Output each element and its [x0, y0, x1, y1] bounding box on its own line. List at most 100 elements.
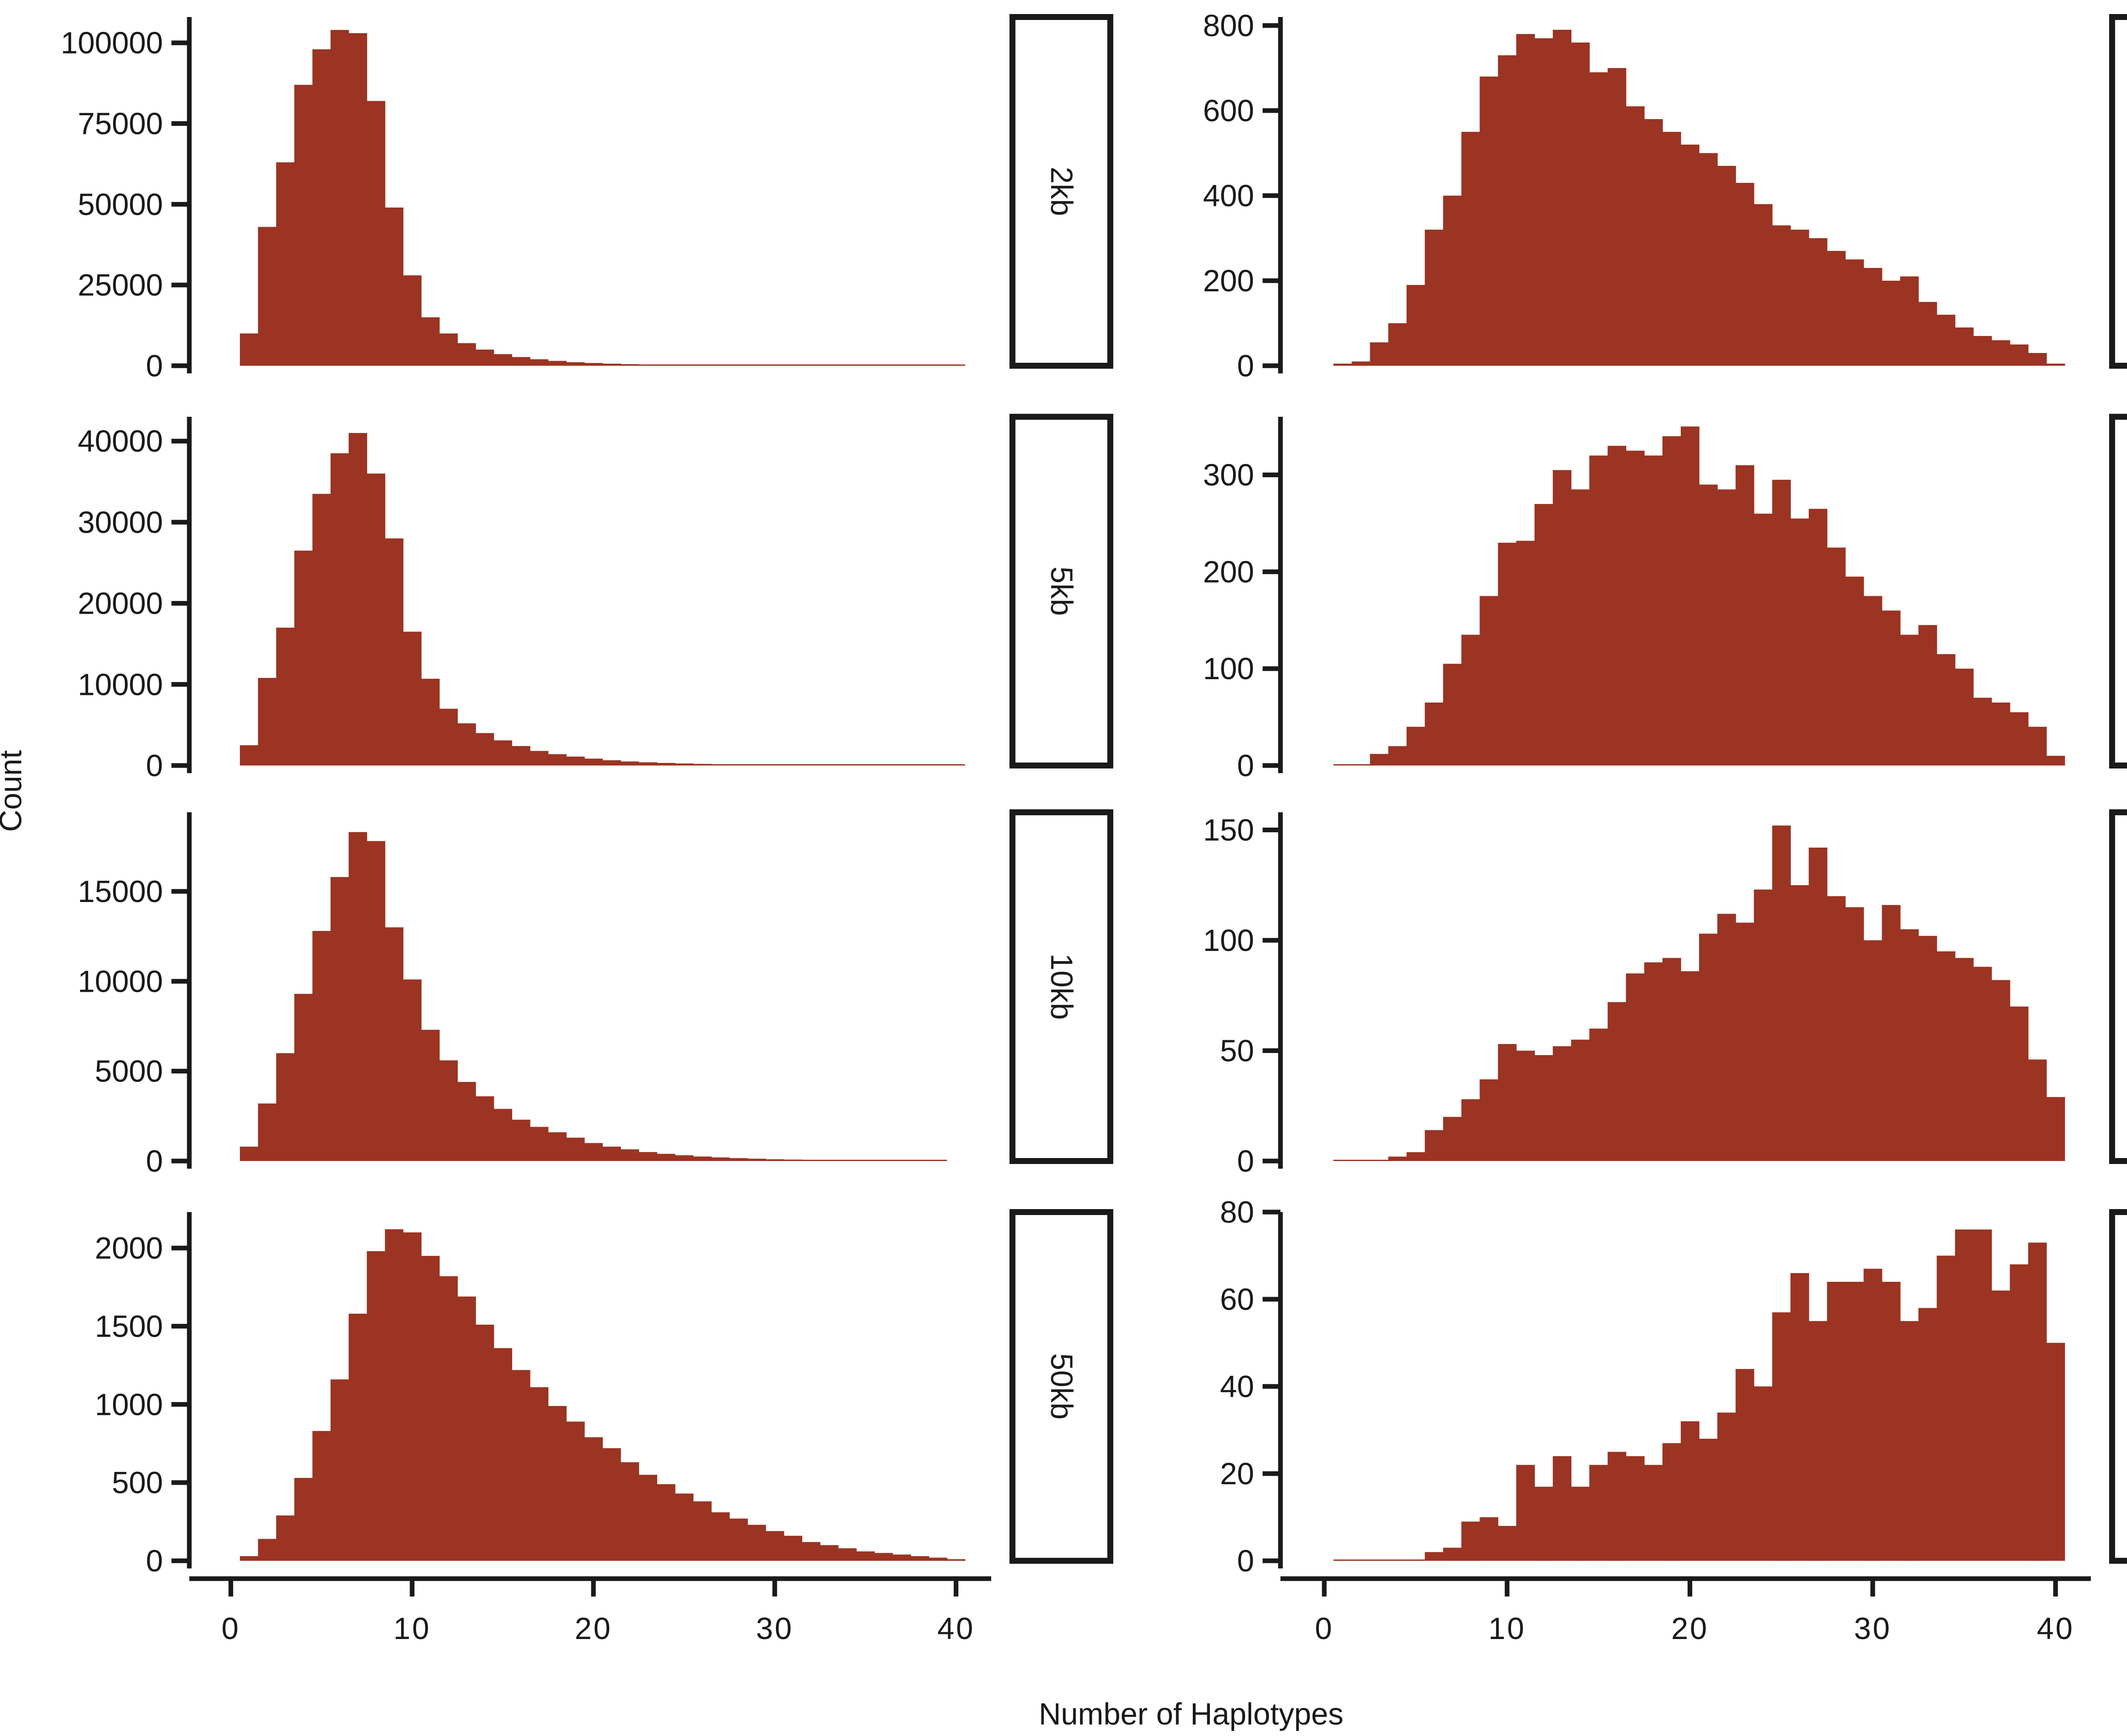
histogram-bar — [1882, 281, 1901, 366]
histogram-bar — [385, 208, 404, 366]
histogram-bar — [1936, 1255, 1956, 1561]
histogram-bar — [1991, 1290, 2010, 1561]
y-axis: 0 10000 20000 30000 40000 — [78, 417, 192, 783]
histogram-bar — [1699, 1439, 1718, 1561]
histogram-bar — [421, 317, 440, 366]
y-tick-label: 10000 — [78, 965, 163, 999]
x-tick-label: 40 — [2037, 1612, 2074, 1646]
histogram-bar — [1425, 1130, 1444, 1161]
histogram-bar — [1936, 951, 1956, 1161]
histogram-bar — [838, 1548, 857, 1561]
facet-strip: 1Mb — [2109, 1209, 2127, 1564]
histogram-bar — [1900, 929, 1919, 1161]
histogram-bar — [1681, 426, 1699, 766]
histogram-bar — [385, 927, 404, 1161]
histogram-bar — [1955, 669, 1974, 766]
facet-strip-box — [2109, 809, 2127, 1164]
histogram-bar — [1662, 958, 1681, 1161]
histogram-bar — [1973, 967, 1992, 1161]
histogram-bar — [294, 1478, 313, 1561]
histogram-bar — [1589, 1465, 1608, 1561]
histogram-bar — [476, 733, 494, 766]
histogram-bar — [584, 758, 603, 766]
y-tick-label: 2000 — [95, 1232, 163, 1266]
histogram-bar — [1553, 1046, 1571, 1161]
y-tick-label: 0 — [146, 349, 163, 383]
histogram-bar — [439, 333, 458, 366]
x-tick-label: 10 — [1488, 1612, 1526, 1646]
histogram-bar — [1571, 1039, 1590, 1161]
panel-50kb: 0 500 1000 1500 2000 50kb — [95, 1209, 1113, 1578]
histogram-bar — [1753, 1386, 1773, 1561]
histogram-bar — [2028, 1059, 2047, 1161]
x-axis-title: Number of Haplotypes — [1039, 1697, 1343, 1731]
histogram-bar — [1827, 1282, 1846, 1561]
histogram-bar — [693, 1156, 712, 1161]
histogram-bar — [403, 632, 422, 766]
histogram-bar — [1790, 230, 1809, 366]
histogram-bar — [331, 1379, 349, 1561]
y-tick-label: 80 — [1220, 1195, 1254, 1229]
histogram-bar — [1480, 1517, 1499, 1561]
histogram-bar — [1717, 489, 1736, 766]
histogram-bar — [1790, 1273, 1809, 1561]
histogram-bar — [312, 1431, 331, 1561]
histogram-bar — [331, 453, 349, 766]
histogram-bar — [421, 1030, 440, 1161]
histogram-bar — [2028, 1242, 2047, 1561]
histogram-bar — [1589, 72, 1608, 366]
histogram-bar — [548, 754, 567, 766]
histogram-bar — [1991, 980, 2010, 1161]
histogram-bar — [1991, 702, 2010, 766]
y-axis: 0 5000 10000 15000 — [78, 812, 192, 1178]
histogram-bar — [1918, 625, 1937, 766]
histogram-bar — [747, 1525, 766, 1561]
facet-strip-label: 10kb — [1044, 953, 1078, 1020]
histogram-bar — [620, 1149, 639, 1161]
histogram-baseline — [240, 364, 965, 366]
y-tick-label: 0 — [1237, 1544, 1254, 1578]
histogram-bar — [2028, 353, 2047, 366]
histogram-bar — [530, 359, 549, 366]
y-tick-label: 0 — [146, 749, 163, 783]
panel-5kb: 0 10000 20000 30000 40000 5kb — [78, 414, 1113, 783]
histogram-bar — [1918, 1308, 1937, 1561]
histogram-bar — [657, 1154, 676, 1161]
y-tick-label: 25000 — [78, 268, 163, 302]
histogram-bar — [258, 678, 277, 766]
histogram-baseline — [1333, 1560, 2065, 1561]
histogram-bar — [1753, 889, 1773, 1161]
bars — [1333, 426, 2065, 766]
histogram-bar — [856, 1551, 875, 1561]
y-tick-label: 10000 — [78, 668, 163, 702]
histogram-bar — [1699, 153, 1718, 366]
histogram-bar — [240, 745, 259, 766]
histogram-bar — [294, 550, 313, 766]
histogram-bar — [602, 1448, 621, 1561]
histogram-bar — [729, 1158, 748, 1161]
histogram-bar — [639, 1152, 657, 1161]
histogram-bar — [802, 1542, 821, 1561]
panel-100kb: 0 200 400 600 800 100kb — [1203, 9, 2127, 383]
histogram-bar — [2010, 1264, 2029, 1561]
histogram-bar — [1516, 541, 1535, 766]
histogram-bar — [1900, 276, 1919, 366]
histogram-bar — [1735, 922, 1754, 1161]
y-tick-label: 1000 — [95, 1388, 163, 1422]
facet-strip: 50kb — [1009, 1209, 1113, 1564]
histogram-bar — [548, 1132, 567, 1161]
histogram-bar — [1370, 754, 1389, 766]
histogram-bar — [276, 1053, 295, 1161]
histogram-bar — [1571, 43, 1590, 366]
histogram-bar — [566, 757, 585, 766]
histogram-bar — [1735, 1369, 1754, 1561]
histogram-bar — [1717, 1412, 1736, 1561]
bars — [240, 832, 947, 1161]
histogram-bar — [331, 877, 349, 1161]
bars — [1333, 1229, 2065, 1561]
histogram-bar — [657, 1484, 676, 1561]
y-tick-label: 50 — [1220, 1034, 1254, 1068]
histogram-bar — [1443, 1548, 1462, 1561]
histogram-bar — [892, 1554, 911, 1561]
histogram-bar — [1827, 547, 1846, 766]
